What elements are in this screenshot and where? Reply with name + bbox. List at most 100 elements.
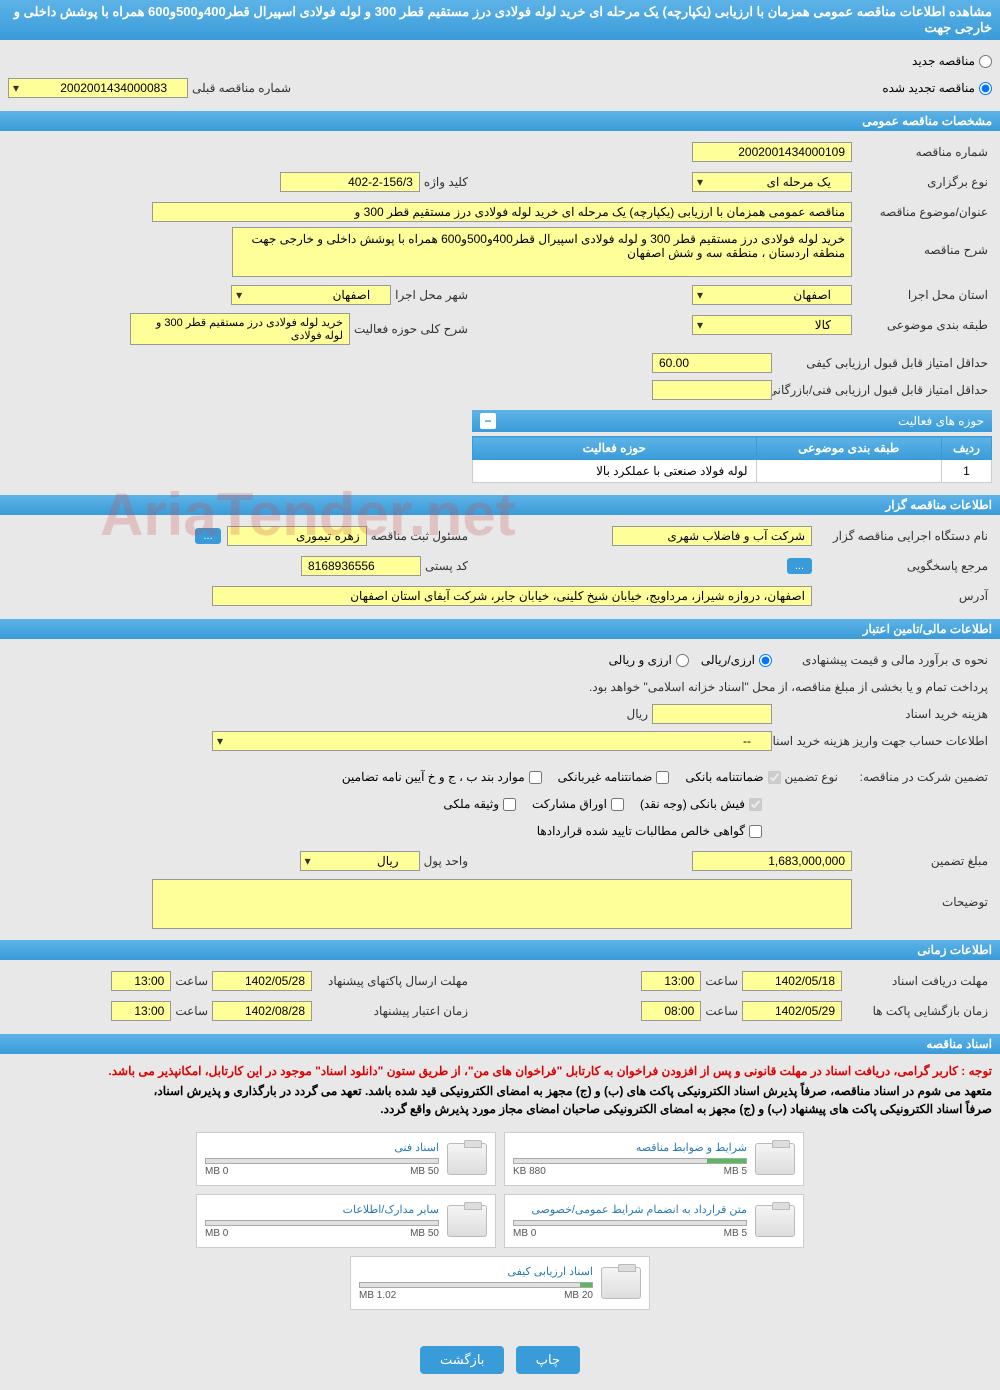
file-total: 5 MB	[724, 1166, 747, 1177]
activities-title: حوزه های فعالیت	[898, 414, 984, 428]
response-label: مرجع پاسخگویی	[812, 559, 992, 573]
desc-value: خرید لوله فولادی درز مستقیم قطر 300 و لو…	[232, 227, 852, 277]
row-category	[756, 460, 941, 483]
progress-bar	[205, 1220, 439, 1226]
validity-date: 1402/08/28	[212, 1001, 312, 1021]
check-receivables[interactable]: گواهی خالص مطالبات تایید شده قراردادها	[537, 824, 762, 838]
file-panel[interactable]: اسناد فنی 50 MB 0 MB	[196, 1132, 496, 1186]
registrar-value: زهره تیموری	[227, 526, 367, 546]
section-timing-title: اطلاعات زمانی	[0, 940, 1000, 960]
radio-new-tender[interactable]: مناقصه جدید	[912, 54, 992, 68]
file-used: 0 MB	[205, 1166, 228, 1177]
section-financial-title: اطلاعات مالی/تامین اعتبار	[0, 619, 1000, 639]
file-title: سایر مدارک/اطلاعات	[205, 1203, 439, 1216]
folder-icon	[755, 1143, 795, 1175]
validity-label: زمان اعتبار پیشنهاد	[312, 1004, 472, 1018]
radio-rial[interactable]: ارزی/ریالی	[701, 653, 772, 667]
file-panel[interactable]: سایر مدارک/اطلاعات 50 MB 0 MB	[196, 1194, 496, 1248]
check-securities[interactable]: اوراق مشارکت	[532, 797, 624, 811]
min-quality-value: 60.00	[652, 353, 772, 373]
guarantee-label: تضمین شرکت در مناقصه:	[842, 770, 992, 784]
address-value: اصفهان، دروازه شیراز، مرداویج، خیابان شی…	[212, 586, 812, 606]
file-title: شرایط و ضوابط مناقصه	[513, 1141, 747, 1154]
notes-textarea[interactable]	[152, 879, 852, 929]
activity-desc-label: شرح کلی حوزه فعالیت	[350, 322, 472, 336]
section-general-title: مشخصات مناقصه عمومی	[0, 111, 1000, 131]
currency-label: واحد پول	[420, 854, 472, 868]
subject-label: عنوان/موضوع مناقصه	[852, 205, 992, 219]
back-button[interactable]: بازگشت	[420, 1346, 504, 1374]
amount-label: مبلغ تضمین	[852, 854, 992, 868]
activity-desc-value: خرید لوله فولادی درز مستقیم قطر 300 و لو…	[130, 313, 350, 345]
receive-date: 1402/05/18	[742, 971, 842, 991]
open-label: زمان بازگشایی پاکت ها	[842, 1004, 992, 1018]
time-label-2: ساعت	[171, 974, 212, 988]
files-container: شرایط و ضوابط مناقصه 5 MB 880 KB اسناد ف…	[8, 1118, 992, 1324]
registrar-more-button[interactable]: ...	[195, 528, 220, 544]
folder-icon	[601, 1267, 641, 1299]
city-dropdown[interactable]: اصفهان	[231, 285, 391, 305]
type-label: نوع برگزاری	[852, 175, 992, 189]
min-quality-label: حداقل امتیاز قابل قبول ارزیابی کیفی	[772, 356, 992, 370]
receive-label: مهلت دریافت اسناد	[842, 974, 992, 988]
folder-icon	[755, 1205, 795, 1237]
registrar-label: مسئول ثبت مناقصه	[367, 529, 472, 543]
radio-new-label: مناقصه جدید	[912, 54, 975, 68]
file-total: 5 MB	[724, 1228, 747, 1239]
postal-label: کد پستی	[421, 559, 472, 573]
progress-bar	[205, 1158, 439, 1164]
progress-bar	[513, 1158, 747, 1164]
section-documents-title: اسناد مناقصه	[0, 1034, 1000, 1054]
prev-number-dropdown[interactable]: 2002001434000083	[8, 78, 188, 98]
section-organizer-title: اطلاعات مناقصه گزار	[0, 495, 1000, 515]
file-panel[interactable]: شرایط و ضوابط مناقصه 5 MB 880 KB	[504, 1132, 804, 1186]
check-nonbank[interactable]: ضمانتنامه غیربانکی	[558, 770, 670, 784]
folder-icon	[447, 1205, 487, 1237]
province-dropdown[interactable]: اصفهان	[692, 285, 852, 305]
file-panel[interactable]: اسناد ارزیابی کیفی 20 MB 1.02 MB	[350, 1256, 650, 1310]
postal-value: 8168936556	[301, 556, 421, 576]
category-dropdown[interactable]: کالا	[692, 315, 852, 335]
receive-time: 13:00	[641, 971, 701, 991]
activities-table: ردیف طبقه بندی موضوعی حوزه فعالیت 1 لوله…	[472, 436, 992, 483]
account-dropdown[interactable]: --	[212, 731, 772, 751]
submit-label: مهلت ارسال پاکتهای پیشنهاد	[312, 974, 472, 988]
file-used: 0 MB	[205, 1228, 228, 1239]
collapse-icon[interactable]: −	[480, 413, 496, 429]
check-property[interactable]: وثیقه ملکی	[443, 797, 516, 811]
response-more-button[interactable]: ...	[787, 558, 812, 574]
doc-cost-label: هزینه خرید اسناد	[772, 707, 992, 721]
notes-label: توضیحات	[852, 879, 992, 909]
print-button[interactable]: چاپ	[516, 1346, 580, 1374]
col-row: ردیف	[942, 437, 992, 460]
treasury-note: پرداخت تمام و یا بخشی از مبلغ مناقصه، از…	[585, 680, 992, 694]
type-dropdown[interactable]: یک مرحله ای	[692, 172, 852, 192]
min-tech-label: حداقل امتیاز قابل قبول ارزیابی فنی/بازرگ…	[772, 383, 992, 397]
file-title: اسناد ارزیابی کیفی	[359, 1265, 593, 1278]
radio-renewed-tender[interactable]: مناقصه تجدید شده	[882, 81, 992, 95]
guarantee-type-label: نوع تضمین	[781, 770, 842, 784]
amount-value: 1,683,000,000	[692, 851, 852, 871]
row-num: 1	[942, 460, 992, 483]
time-label-3: ساعت	[701, 1004, 742, 1018]
city-label: شهر محل اجرا	[391, 288, 472, 302]
doc-cost-value	[652, 704, 772, 724]
file-total: 50 MB	[410, 1166, 439, 1177]
check-cash[interactable]: فیش بانکی (وجه نقد)	[640, 797, 762, 811]
min-tech-value	[652, 380, 772, 400]
file-total: 50 MB	[410, 1228, 439, 1239]
open-date: 1402/05/29	[742, 1001, 842, 1021]
currency-dropdown[interactable]: ریال	[300, 851, 420, 871]
progress-bar	[359, 1282, 593, 1288]
table-row: 1 لوله فولاد صنعتی با عملکرد بالا	[473, 460, 992, 483]
file-used: 880 KB	[513, 1166, 546, 1177]
radio-currency[interactable]: ارزی و ریالی	[609, 653, 689, 667]
org-value: شرکت آب و فاضلاب شهری	[612, 526, 812, 546]
file-panel[interactable]: متن قرارداد به انضمام شرایط عمومی/خصوصی …	[504, 1194, 804, 1248]
documents-commit1: متعهد می شوم در اسناد مناقصه، صرفاً پذیر…	[8, 1082, 992, 1100]
time-label-1: ساعت	[701, 974, 742, 988]
check-bank[interactable]: ضمانتنامه بانکی	[685, 770, 780, 784]
prev-number-label: شماره مناقصه قبلی	[188, 81, 295, 95]
address-label: آدرس	[812, 589, 992, 603]
check-cases[interactable]: موارد بند ب ، ج و خ آیین نامه تضامین	[342, 770, 542, 784]
